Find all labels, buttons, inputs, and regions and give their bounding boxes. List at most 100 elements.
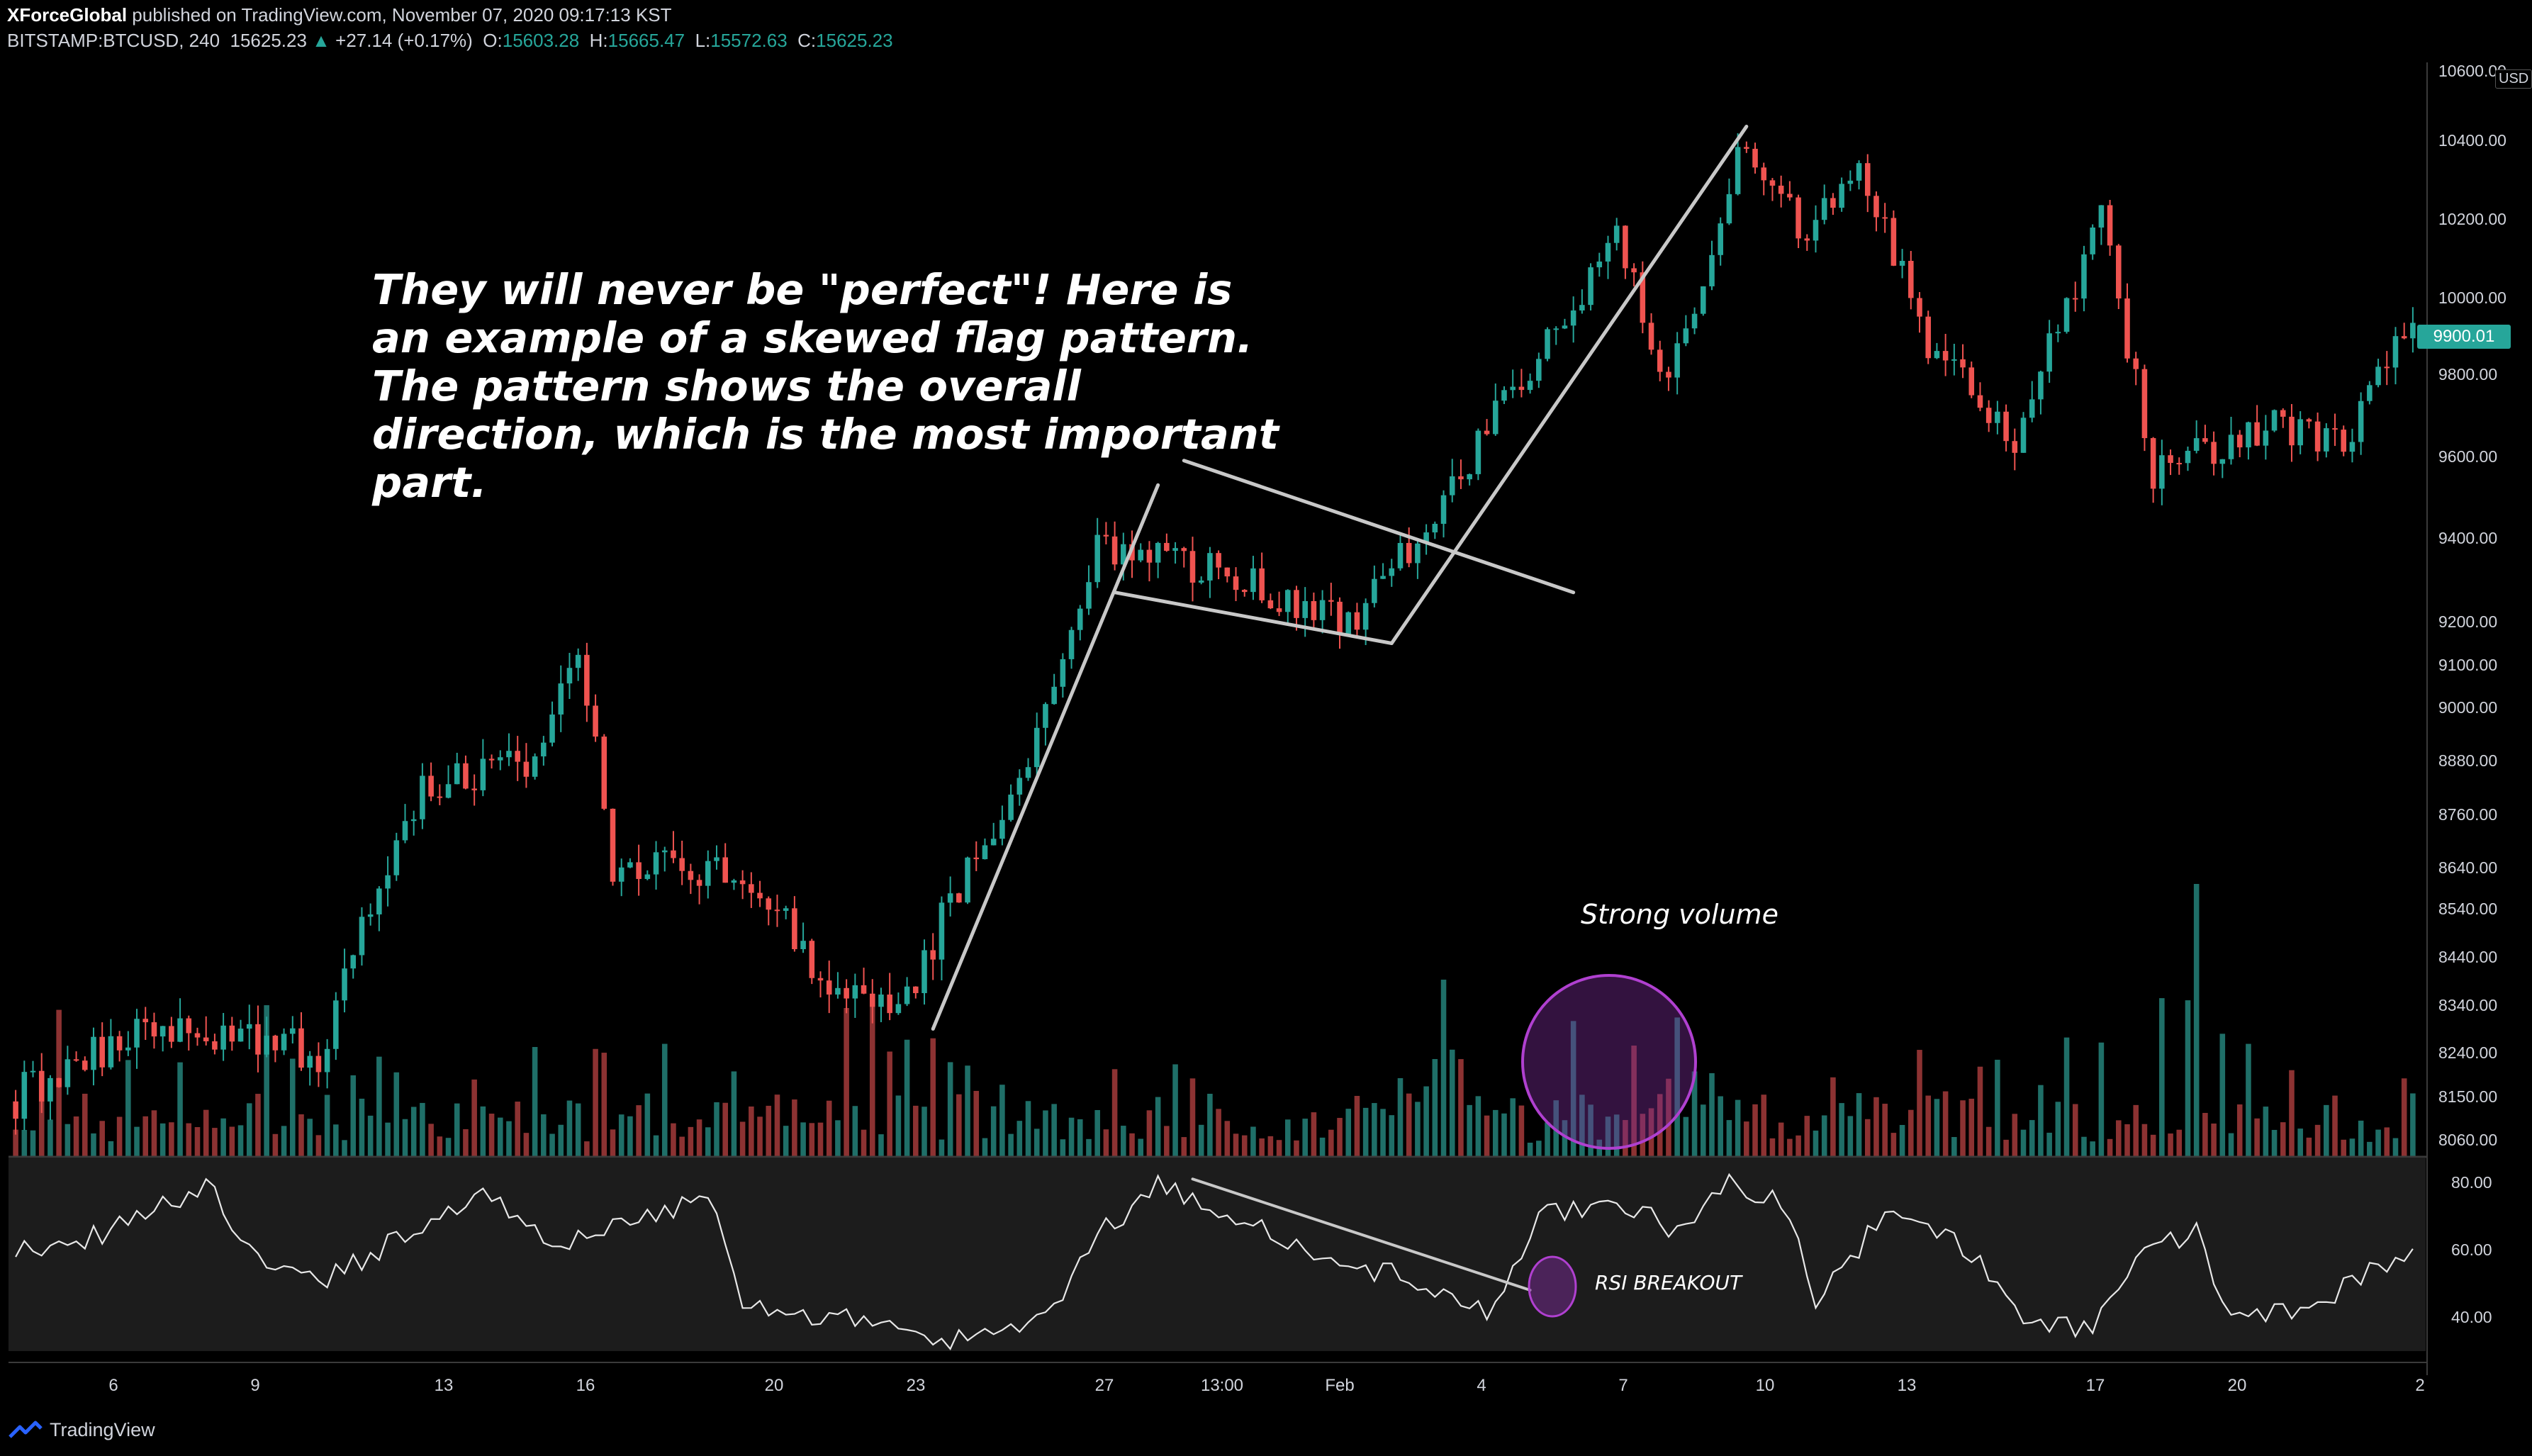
candle-body <box>2185 450 2191 464</box>
candle-body <box>437 796 443 798</box>
candle-body <box>990 839 997 846</box>
volume-bar <box>1077 1119 1083 1157</box>
candle-body <box>342 968 347 1001</box>
candle-body <box>1744 147 1749 149</box>
high-value: 15665.47 <box>607 30 685 51</box>
volume-bar <box>1337 1118 1343 1157</box>
publish-line: XForceGlobal published on TradingView.co… <box>7 4 672 26</box>
volume-bar <box>2141 1124 2148 1157</box>
time-tick-label: 4 <box>1477 1376 1486 1395</box>
current-price-tag: 9900.01 <box>2417 325 2511 349</box>
volume-bar <box>1198 1124 1204 1157</box>
price-tick-label: 8880.00 <box>2438 751 2497 770</box>
candle-body <box>2384 366 2390 369</box>
price-tick-label: 10000.00 <box>2438 289 2506 307</box>
volume-bar <box>965 1065 970 1157</box>
time-tick-label: Feb <box>1325 1376 1354 1395</box>
candle-body <box>272 1036 279 1051</box>
candle-body <box>1752 148 1758 168</box>
candle-body <box>1008 794 1014 820</box>
price-tick-label: 9600.00 <box>2438 447 2497 466</box>
volume-bar <box>246 1103 252 1157</box>
publisher-name[interactable]: XForceGlobal <box>7 4 128 26</box>
volume-bar <box>1492 1109 1499 1157</box>
candle-body <box>2003 411 2009 442</box>
volume-bar <box>930 1038 936 1157</box>
volume-bar <box>2314 1124 2321 1157</box>
volume-bar <box>376 1056 382 1157</box>
candle-body <box>1397 542 1404 569</box>
candle-body <box>618 867 624 882</box>
volume-bar <box>1068 1117 1075 1157</box>
time-tick-label: 27 <box>1095 1376 1114 1395</box>
candle-body <box>307 1055 313 1068</box>
volume-bar <box>1051 1104 1057 1157</box>
volume-bar <box>1259 1138 1265 1157</box>
candle-body <box>1899 260 1905 266</box>
volume-bar <box>1518 1105 1525 1157</box>
candle-body <box>826 980 832 995</box>
currency-badge[interactable]: USD <box>2495 69 2532 89</box>
volume-bar <box>2081 1136 2087 1157</box>
candle-body <box>359 917 365 956</box>
candle-body <box>1995 411 2000 423</box>
volume-bar <box>1103 1129 1109 1157</box>
volume-bar <box>99 1121 105 1157</box>
volume-bar <box>1995 1060 2000 1157</box>
candle-body <box>2324 428 2329 452</box>
candle-body <box>38 1070 45 1102</box>
volume-bar <box>705 1127 711 1157</box>
volume-bar <box>2358 1120 2364 1157</box>
volume-bar <box>1146 1110 1153 1157</box>
candle-body <box>1778 185 1784 194</box>
symbol-name[interactable]: BITSTAMP:BTCUSD, 240 <box>7 30 220 51</box>
candle-body <box>2168 455 2173 464</box>
price-axis[interactable]: 8060.00 8150.00 8240.00 8340.00 8440.00 8540.… <box>2438 62 2506 1149</box>
candle-body <box>2038 371 2044 400</box>
candle-body <box>1977 395 1983 408</box>
time-tick-label: 17 <box>2086 1376 2105 1395</box>
volume-bar <box>566 1100 573 1157</box>
volume-bar <box>108 1141 114 1157</box>
candle-body <box>766 898 772 910</box>
candle-body <box>1683 328 1689 344</box>
volume-bar <box>2367 1141 2373 1157</box>
volume-bar <box>1181 1137 1187 1157</box>
volume-bar <box>679 1136 685 1157</box>
high-label: H: <box>589 30 608 51</box>
volume-bar <box>2263 1107 2269 1157</box>
volume-bar <box>973 1090 980 1157</box>
candle-body <box>264 1036 269 1055</box>
candle-body <box>532 756 538 777</box>
low-value: 15572.63 <box>710 30 788 51</box>
price-tick-label: 9100.00 <box>2438 656 2497 674</box>
volume-bar <box>731 1071 737 1157</box>
volume-bar <box>437 1136 443 1157</box>
time-axis[interactable]: 6 9 13 16 20 23 27 13:00 Feb 4 7 10 13 17 20 2 <box>108 1376 2424 1395</box>
candle-body <box>1094 534 1100 583</box>
candle-body <box>2297 419 2303 446</box>
volume-bar <box>125 1060 131 1157</box>
rsi-axis[interactable]: 40.00 60.00 80.00 <box>2451 1173 2492 1326</box>
volume-bar <box>142 1116 149 1157</box>
candle-body <box>644 874 651 879</box>
candle-body <box>1951 359 1957 361</box>
candle-body <box>601 737 607 809</box>
candle-body <box>1839 184 1844 208</box>
candle-body <box>1518 386 1525 391</box>
candle-body <box>350 955 357 969</box>
volume-bar <box>2038 1085 2044 1157</box>
volume-bar <box>1908 1109 1914 1157</box>
candle-body <box>973 857 980 860</box>
volume-bar <box>1345 1109 1352 1157</box>
candle-body <box>895 1004 902 1014</box>
volume-bar <box>749 1106 754 1157</box>
tradingview-brand[interactable]: TradingView <box>9 1418 155 1441</box>
price-tick-label: 10600.00 <box>2438 62 2506 80</box>
candle-body <box>376 888 382 914</box>
candle-body <box>151 1022 157 1037</box>
volume-bar <box>2332 1095 2338 1157</box>
candle-body <box>1294 590 1299 618</box>
low-label: L: <box>695 30 711 51</box>
